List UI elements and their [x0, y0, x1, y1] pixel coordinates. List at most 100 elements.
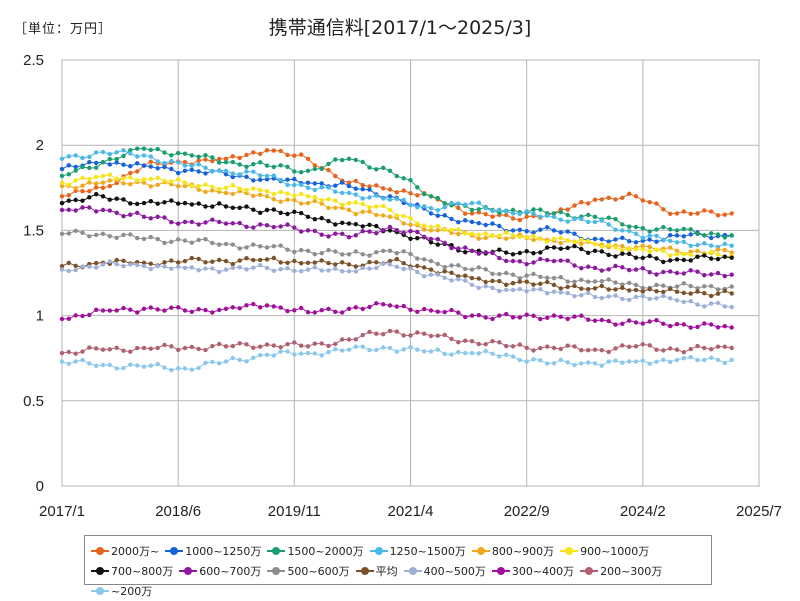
series-point	[456, 340, 461, 345]
series-point	[586, 360, 591, 365]
series-point	[401, 197, 406, 203]
series-point	[326, 349, 331, 355]
series-point	[620, 360, 625, 365]
series-point	[613, 280, 618, 285]
series-point	[189, 167, 194, 172]
series-point	[592, 236, 598, 242]
series-point	[654, 289, 659, 294]
series-point	[449, 263, 454, 268]
series-point	[510, 354, 516, 359]
series-point	[251, 355, 256, 360]
series-point	[230, 159, 235, 165]
series-point	[223, 168, 229, 173]
series-point	[463, 338, 468, 343]
series-point	[278, 199, 283, 204]
series-point	[606, 222, 611, 227]
chart-title: 携帯通信料[2017/1～2025/3]	[268, 17, 532, 39]
series-point	[340, 220, 345, 225]
series-point	[428, 228, 434, 233]
series-point	[80, 164, 85, 170]
series-point	[258, 305, 263, 310]
series-point	[524, 214, 529, 219]
series-point	[449, 336, 454, 342]
series-point	[545, 275, 550, 280]
series-point	[360, 229, 365, 234]
series-point	[688, 243, 693, 248]
series-point	[599, 249, 604, 254]
series-point	[428, 267, 434, 272]
series-point	[182, 366, 188, 371]
series-point	[729, 284, 734, 289]
series-point	[121, 181, 126, 186]
series-point	[688, 211, 693, 216]
series-point	[463, 350, 468, 356]
series-point	[668, 296, 673, 301]
series-point	[80, 313, 85, 319]
series-point	[292, 249, 297, 255]
series-point	[620, 296, 625, 302]
series-point	[333, 249, 338, 254]
series-point	[415, 269, 420, 275]
series-point	[223, 185, 229, 190]
series-point	[326, 161, 331, 167]
series-point	[476, 251, 481, 256]
series-point	[551, 236, 557, 242]
series-point	[401, 303, 406, 309]
series-point	[340, 190, 345, 196]
series-point	[613, 254, 618, 259]
series-point	[210, 217, 215, 222]
series-point	[148, 266, 153, 272]
legend-marker	[580, 566, 599, 576]
series-point	[155, 146, 160, 152]
series-point	[299, 191, 304, 197]
series-point	[688, 227, 693, 232]
series-point	[428, 349, 434, 354]
series-point	[80, 183, 85, 188]
series-point	[510, 228, 516, 233]
series-point	[210, 240, 215, 246]
series-point	[722, 212, 727, 217]
series-point	[230, 343, 235, 349]
series-point	[217, 187, 222, 192]
series-point	[340, 202, 345, 208]
series-point	[394, 196, 399, 202]
series-point	[360, 201, 365, 207]
series-point	[401, 249, 406, 254]
series-point	[346, 183, 352, 189]
series-point	[182, 258, 188, 264]
series-point	[80, 264, 85, 269]
series-point	[271, 197, 276, 202]
series-point	[592, 241, 598, 247]
series-point	[661, 348, 666, 353]
series-point	[572, 203, 577, 208]
series-point	[114, 235, 119, 240]
series-point	[244, 164, 249, 169]
series-point	[251, 193, 256, 199]
series-point	[381, 227, 386, 233]
series-point	[135, 201, 140, 207]
series-point	[715, 291, 721, 296]
series-point	[538, 227, 543, 232]
series-point	[367, 266, 372, 271]
series-point	[504, 287, 509, 292]
series-point	[367, 329, 372, 335]
series-point	[182, 163, 188, 168]
series-point	[510, 207, 516, 213]
series-point	[299, 182, 304, 187]
series-point	[729, 325, 734, 330]
series-point	[435, 242, 440, 247]
series-point	[162, 365, 167, 370]
series-point	[59, 264, 65, 269]
series-point	[128, 182, 133, 187]
series-point	[73, 228, 78, 233]
series-point	[456, 349, 461, 355]
series-point	[387, 224, 393, 230]
series-point	[271, 192, 276, 197]
series-point	[237, 341, 242, 346]
series-point	[360, 265, 365, 271]
series-point	[729, 211, 734, 216]
series-point	[94, 174, 99, 180]
series-point	[661, 357, 666, 362]
series-point	[688, 355, 693, 360]
series-point	[640, 198, 645, 203]
